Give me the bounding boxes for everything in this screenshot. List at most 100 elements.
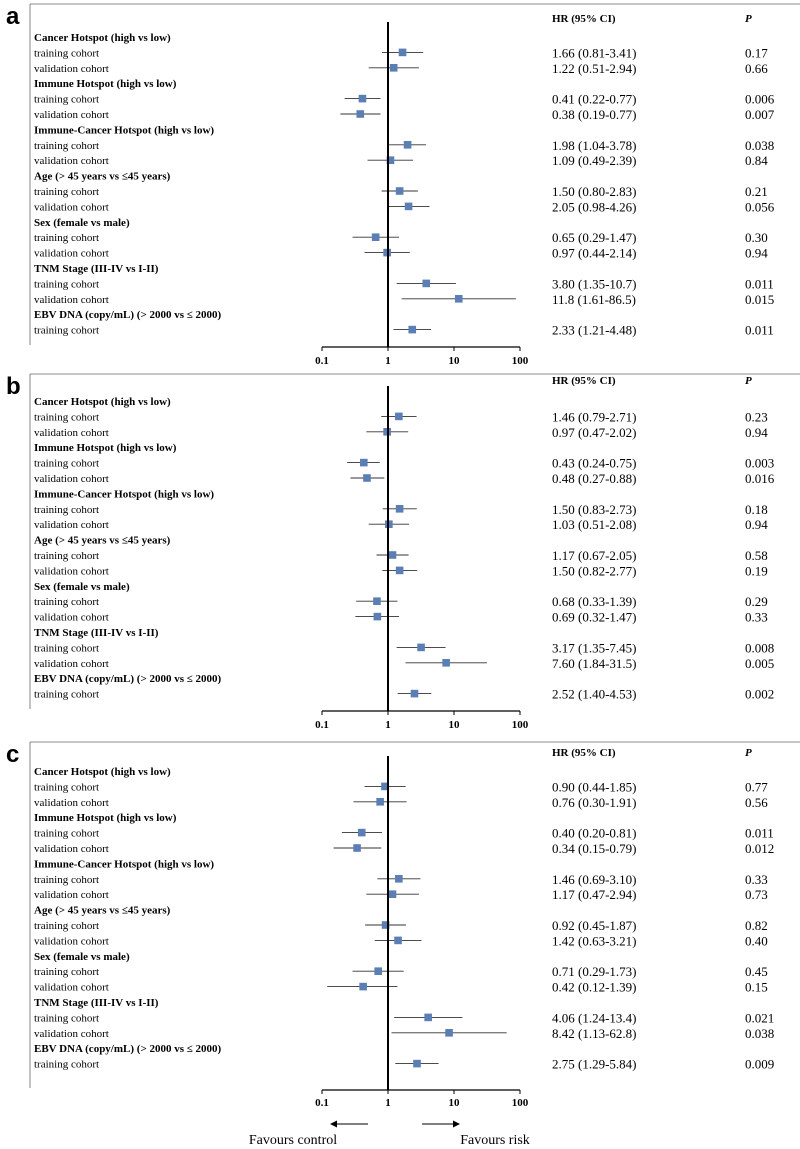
row-label: validation cohort <box>34 109 109 121</box>
hr-ci-value: 0.76 (0.30-1.91) <box>552 795 637 810</box>
hr-ci-value: 0.41 (0.22-0.77) <box>552 92 637 107</box>
row-label: validation cohort <box>34 473 109 485</box>
p-value: 0.21 <box>745 184 768 199</box>
hr-ci-value: 1.09 (0.49-2.39) <box>552 153 637 168</box>
hr-ci-value: 0.65 (0.29-1.47) <box>552 230 637 245</box>
p-value: 0.003 <box>745 456 774 471</box>
hr-ci-value: 0.69 (0.32-1.47) <box>552 610 637 625</box>
row-label: training cohort <box>34 642 99 654</box>
row-label: validation cohort <box>34 248 109 260</box>
x-tick-label: 1 <box>385 355 391 367</box>
p-value: 0.82 <box>745 918 768 933</box>
panel-label: c <box>6 741 19 768</box>
panel-label: a <box>6 3 20 30</box>
p-value-header: P <box>745 747 752 759</box>
hr-ci-value: 0.40 (0.20-0.81) <box>552 826 637 841</box>
hr-ci-value: 0.97 (0.44-2.14) <box>552 246 637 261</box>
p-value: 0.15 <box>745 980 768 995</box>
hr-ci-value: 1.98 (1.04-3.78) <box>552 138 637 153</box>
hr-ci-value: 0.38 (0.19-0.77) <box>552 107 637 122</box>
hr-ci-value: 11.8 (1.61-86.5) <box>552 292 636 307</box>
hr-marker <box>388 551 397 559</box>
hr-ci-header: HR (95% CI) <box>552 375 616 387</box>
row-label: validation cohort <box>34 797 109 809</box>
row-label: training cohort <box>34 458 99 470</box>
hr-ci-value: 7.60 (1.84-31.5) <box>552 656 637 671</box>
hr-ci-value: 0.97 (0.47-2.02) <box>552 425 637 440</box>
p-value: 0.021 <box>745 1010 774 1025</box>
row-label: training cohort <box>34 325 99 337</box>
row-label: training cohort <box>34 232 99 244</box>
hr-marker <box>386 156 395 164</box>
hr-ci-value: 8.42 (1.13-62.8) <box>552 1026 637 1041</box>
row-label: validation cohort <box>34 294 109 306</box>
p-value: 0.94 <box>745 425 768 440</box>
p-value: 0.40 <box>745 933 768 948</box>
row-label: training cohort <box>34 781 99 793</box>
row-label: validation cohort <box>34 427 109 439</box>
hr-ci-value: 2.05 (0.98-4.26) <box>552 199 637 214</box>
x-tick-label: 0.1 <box>315 719 329 731</box>
p-value: 0.66 <box>745 61 768 76</box>
group-title: EBV DNA (copy/mL) (> 2000 vs ≤ 2000) <box>34 309 222 321</box>
x-tick-label: 0.1 <box>315 355 329 367</box>
p-value: 0.002 <box>745 687 774 702</box>
p-value: 0.007 <box>745 107 775 122</box>
panel-label: b <box>6 373 21 400</box>
hr-marker <box>359 982 367 991</box>
favours-risk-arrowhead <box>453 1120 460 1128</box>
hr-marker <box>395 412 403 421</box>
p-value: 0.015 <box>745 292 774 307</box>
group-title: Immune Hotspot (high vs low) <box>34 78 177 90</box>
hr-marker <box>376 798 384 806</box>
hr-ci-value: 0.43 (0.24-0.75) <box>552 456 637 471</box>
hr-marker <box>398 48 407 57</box>
hr-marker <box>445 1029 453 1037</box>
group-title: TNM Stage (III-IV vs I-II) <box>34 997 159 1009</box>
p-value: 0.038 <box>745 1026 774 1041</box>
hr-marker <box>389 64 398 72</box>
p-value: 0.011 <box>745 276 774 291</box>
hr-ci-value: 1.50 (0.82-2.77) <box>552 563 637 578</box>
hr-marker <box>424 1013 432 1022</box>
hr-marker <box>371 233 380 241</box>
hr-ci-value: 0.92 (0.45-1.87) <box>552 918 637 933</box>
hr-marker <box>442 659 450 667</box>
p-value: 0.94 <box>745 517 768 532</box>
hr-marker <box>395 566 404 575</box>
p-value: 0.011 <box>745 826 774 841</box>
hr-marker <box>357 828 366 837</box>
row-label: training cohort <box>34 828 99 840</box>
hr-marker <box>353 844 361 852</box>
row-label: validation cohort <box>34 201 109 213</box>
hr-marker <box>373 597 381 605</box>
hr-ci-header: HR (95% CI) <box>552 747 616 759</box>
hr-ci-value: 3.80 (1.35-10.7) <box>552 276 637 291</box>
row-label: training cohort <box>34 1012 99 1024</box>
hr-marker <box>388 890 397 898</box>
hr-marker <box>394 936 402 945</box>
hr-marker <box>374 967 382 975</box>
hr-marker <box>381 782 389 791</box>
p-value: 0.45 <box>745 964 768 979</box>
hr-ci-value: 3.17 (1.35-7.45) <box>552 640 637 655</box>
hr-ci-value: 0.34 (0.15-0.79) <box>552 841 637 856</box>
p-value: 0.009 <box>745 1057 774 1072</box>
p-value: 0.008 <box>745 640 774 655</box>
hr-marker <box>417 643 425 652</box>
hr-ci-value: 1.03 (0.51-2.08) <box>552 517 637 532</box>
x-tick-label: 10 <box>449 355 461 367</box>
hr-ci-value: 0.68 (0.33-1.39) <box>552 594 637 609</box>
row-label: training cohort <box>34 47 99 59</box>
hr-marker <box>422 279 431 288</box>
hr-marker <box>381 921 390 929</box>
row-label: validation cohort <box>34 982 109 994</box>
x-tick-label: 100 <box>512 355 529 367</box>
row-label: validation cohort <box>34 935 109 947</box>
p-value: 0.016 <box>745 471 775 486</box>
row-label: validation cohort <box>34 155 109 167</box>
hr-ci-value: 1.17 (0.47-2.94) <box>552 887 637 902</box>
p-value: 0.33 <box>745 872 768 887</box>
p-value: 0.33 <box>745 610 768 625</box>
